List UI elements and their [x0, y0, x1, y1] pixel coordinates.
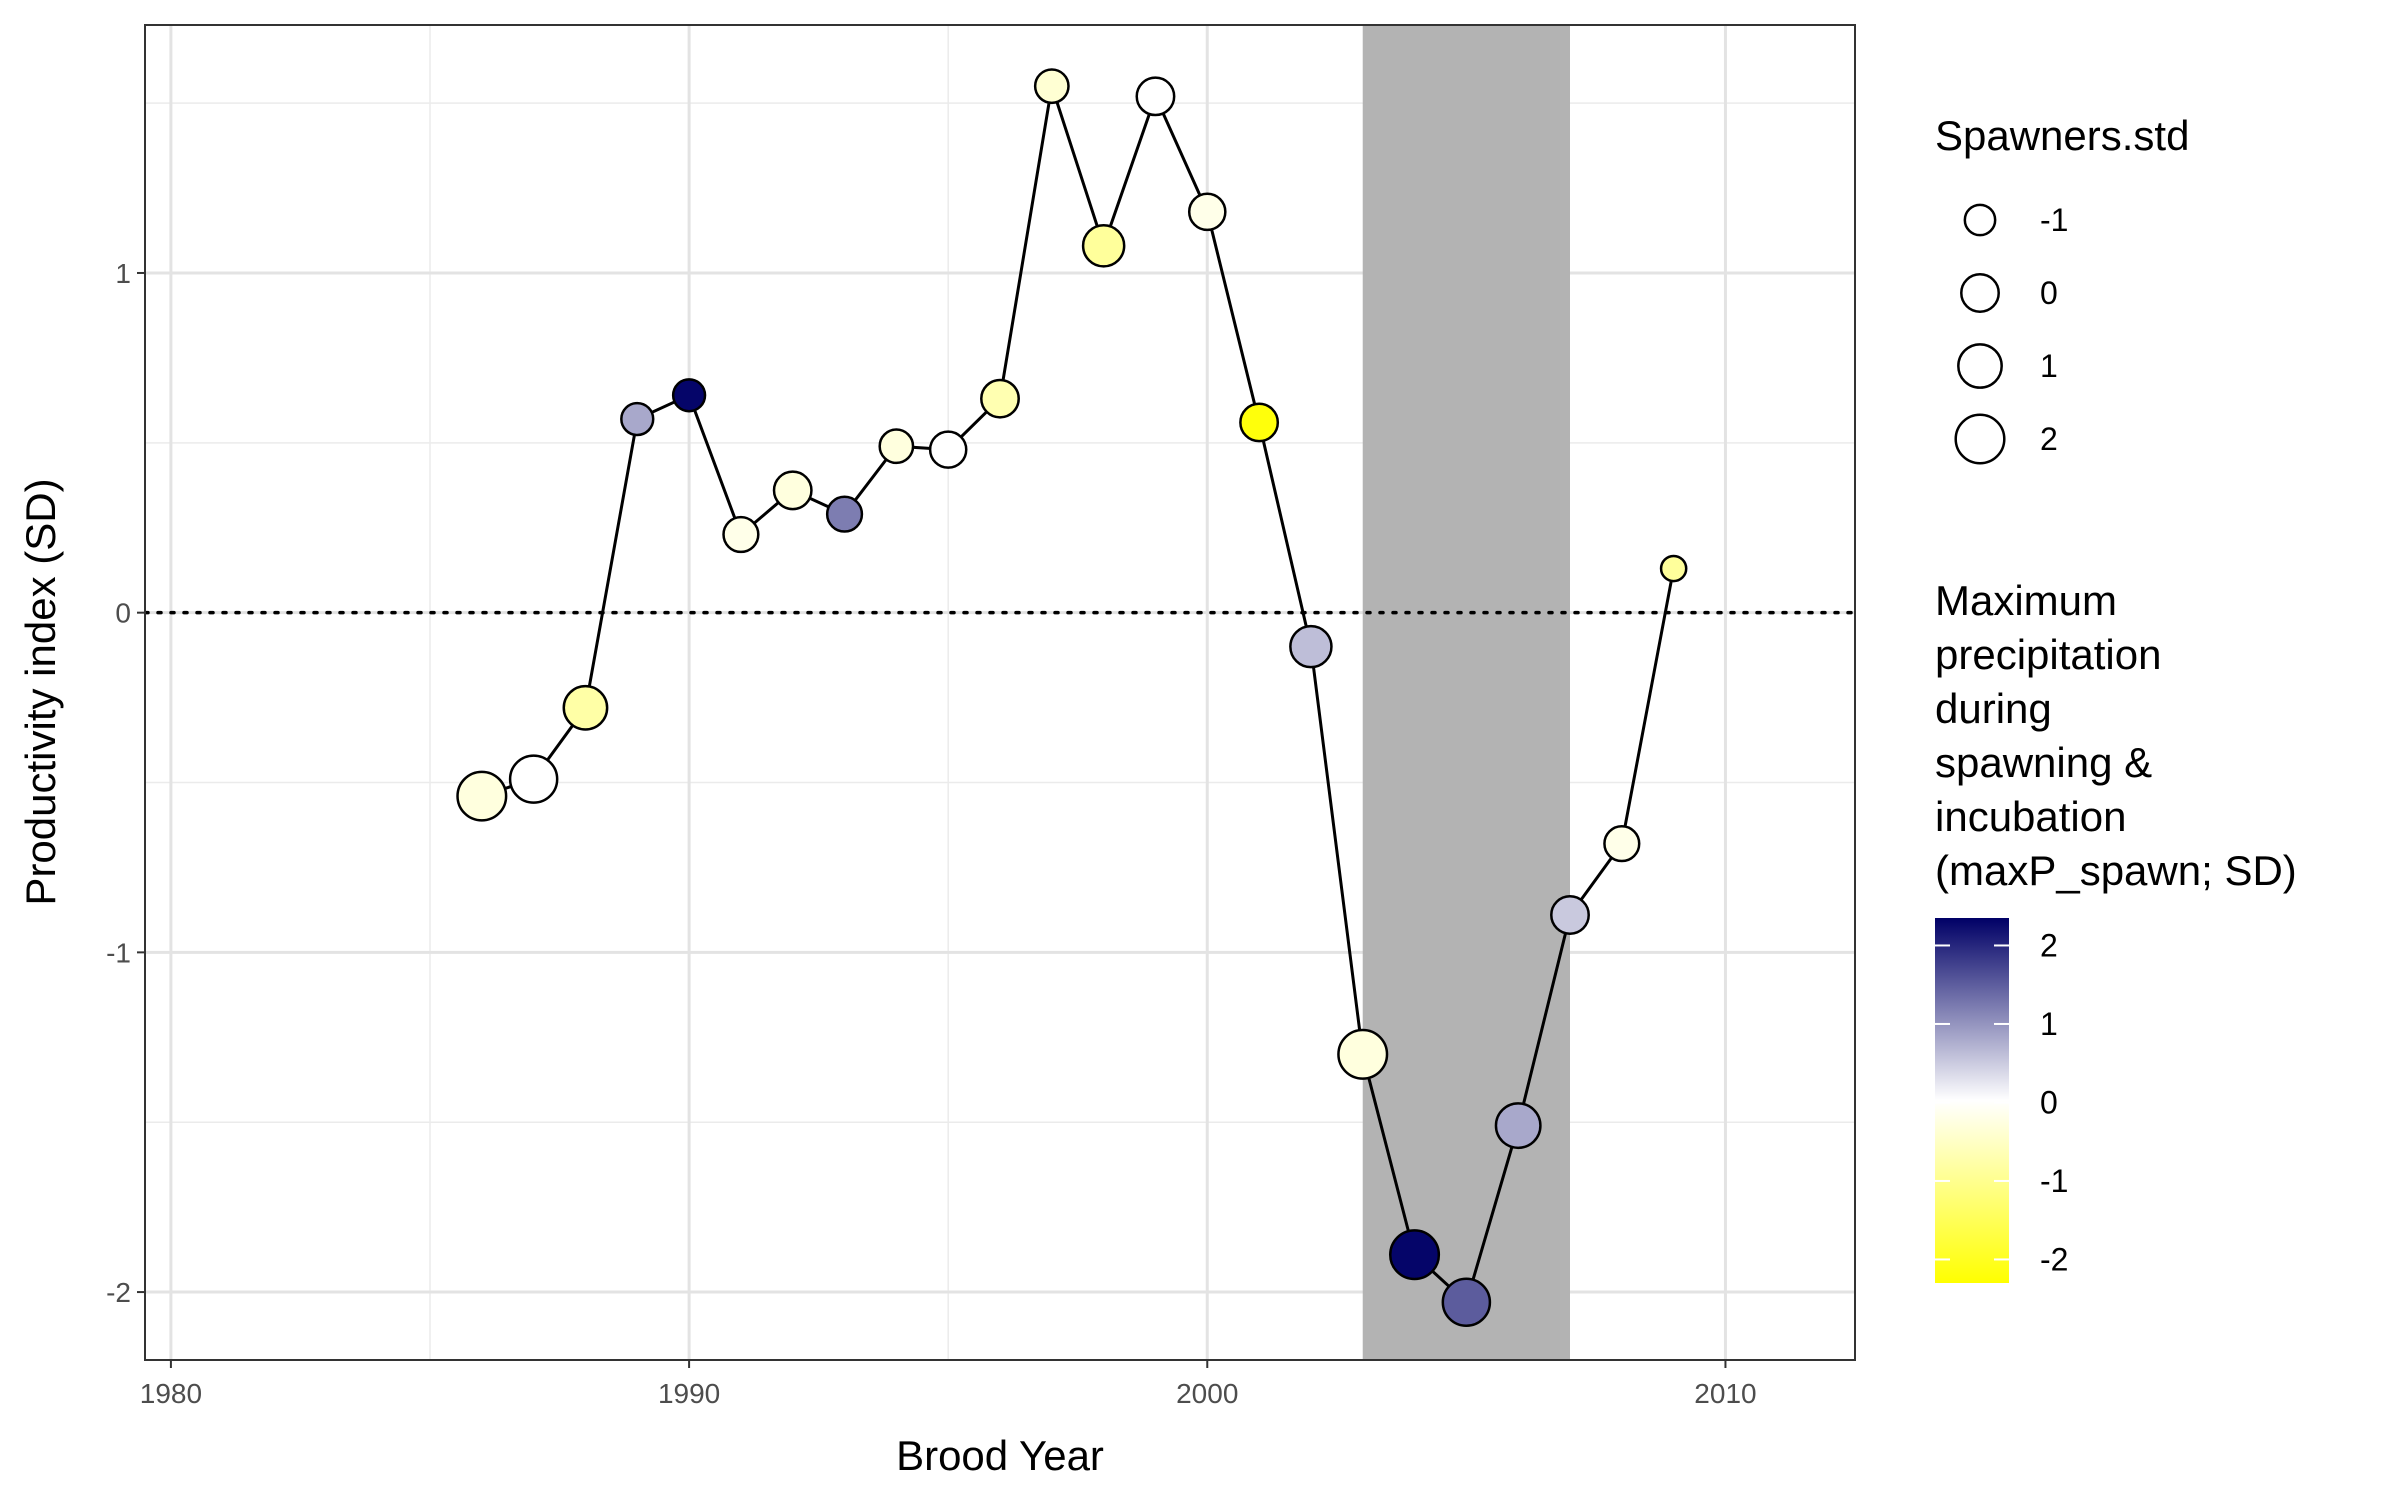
color-legend: Maximum precipitation during spawning & incu… [1935, 577, 2297, 1283]
panel-border [144, 24, 1856, 1361]
x-axis-title: Brood Year [896, 1432, 1104, 1479]
data-point [671, 378, 707, 413]
size-legend-key [1960, 273, 2000, 313]
color-legend-label: -1 [2040, 1163, 2068, 1199]
data-point [1441, 1277, 1492, 1328]
x-tick-label: 2000 [1176, 1378, 1238, 1409]
axes: 1980 1990 2000 2010 -2 -1 0 1 [106, 258, 1757, 1409]
data-point [1603, 825, 1641, 863]
data-point [722, 515, 760, 554]
data-point [508, 754, 559, 804]
y-tick-label: 0 [115, 598, 131, 629]
data-point [928, 430, 968, 469]
size-legend: Spawners.std -1 0 1 2 [1935, 112, 2189, 465]
data-point [1033, 68, 1070, 105]
y-tick-label: -2 [106, 1277, 131, 1308]
data-point [1187, 192, 1227, 232]
color-legend-title-line: Maximum [1935, 577, 2117, 624]
x-tick-label: 2010 [1694, 1378, 1756, 1409]
size-legend-label: 0 [2040, 275, 2058, 311]
color-legend-title-line: incubation [1935, 793, 2126, 840]
data-point [1337, 1028, 1389, 1080]
data-point [1659, 554, 1688, 583]
y-tick-label: -1 [106, 937, 131, 968]
data-series [456, 68, 1688, 1328]
size-legend-key [1954, 413, 2006, 465]
data-point [562, 684, 609, 731]
x-tick-label: 1980 [140, 1378, 202, 1409]
data-point [1289, 624, 1333, 669]
size-legend-title: Spawners.std [1935, 112, 2189, 159]
panel-background [145, 25, 1855, 1360]
colorbar [1935, 918, 2009, 1283]
data-point [456, 770, 508, 822]
color-legend-label: 1 [2040, 1006, 2058, 1042]
data-point [878, 428, 915, 465]
size-legend-key [1957, 343, 2003, 389]
y-axis-title: Productivity index (SD) [17, 478, 64, 905]
x-tick-label: 1990 [658, 1378, 720, 1409]
size-legend-label: 2 [2040, 421, 2058, 457]
color-legend-label: 0 [2040, 1084, 2058, 1120]
color-legend-title-line: during [1935, 685, 2052, 732]
data-point [980, 378, 1020, 419]
data-point [825, 495, 864, 533]
data-point [620, 401, 655, 437]
data-point [1135, 76, 1176, 117]
color-legend-label: 2 [2040, 927, 2058, 963]
data-point [1389, 1229, 1441, 1281]
data-point [1550, 895, 1590, 935]
color-legend-label: -2 [2040, 1241, 2068, 1277]
data-point [1239, 402, 1280, 443]
size-legend-key [1963, 203, 1997, 237]
data-point [772, 470, 813, 511]
size-legend-label: -1 [2040, 202, 2068, 238]
shaded-period [1362, 25, 1570, 1360]
y-tick-label: 1 [115, 258, 131, 289]
data-point [1494, 1102, 1542, 1150]
color-legend-title-line: precipitation [1935, 631, 2161, 678]
data-point [1081, 224, 1126, 268]
color-legend-title-line: spawning & [1935, 739, 2152, 786]
size-legend-label: 1 [2040, 348, 2058, 384]
shaded-rect [1362, 25, 1570, 1360]
color-legend-title-line: (maxP_spawn; SD) [1935, 847, 2297, 894]
